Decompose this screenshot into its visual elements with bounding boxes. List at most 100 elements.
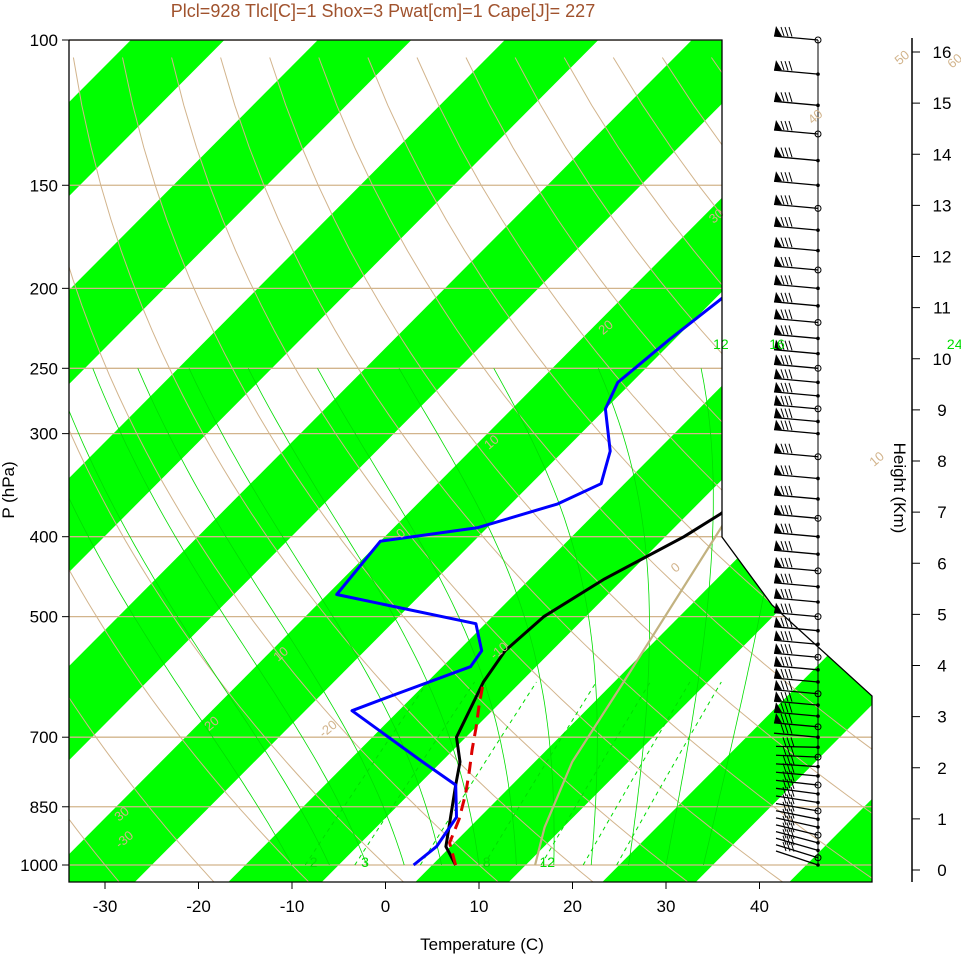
isotherm-band bbox=[69, 40, 786, 761]
pressure-tick-label: 400 bbox=[30, 528, 58, 547]
wind-calm-marker bbox=[814, 567, 822, 575]
wind-flag bbox=[774, 679, 782, 690]
wind-feather bbox=[784, 713, 789, 724]
wind-calm-marker bbox=[814, 613, 822, 621]
wind-flag bbox=[774, 324, 782, 335]
wind-feather bbox=[784, 92, 789, 102]
wind-feather bbox=[780, 420, 785, 430]
wind-flag bbox=[774, 368, 782, 379]
isotherm-band bbox=[228, 234, 872, 882]
wind-feather bbox=[786, 779, 791, 789]
wind-calm-marker bbox=[814, 453, 822, 461]
wind-calm-marker bbox=[814, 204, 822, 212]
wind-feather bbox=[782, 763, 787, 773]
isotherm-label: 60 bbox=[944, 50, 961, 71]
isotherm-band bbox=[69, 40, 599, 573]
wind-flag bbox=[774, 556, 782, 567]
wind-flag bbox=[774, 419, 782, 430]
wind-calm-marker bbox=[814, 690, 822, 698]
wind-feather bbox=[782, 841, 787, 852]
wind-feather bbox=[788, 395, 793, 406]
wind-feather bbox=[788, 172, 793, 183]
wind-flag bbox=[774, 464, 782, 475]
wind-feather bbox=[780, 465, 785, 475]
wind-dot bbox=[816, 714, 820, 718]
wind-feather bbox=[784, 443, 789, 454]
wind-feather bbox=[784, 325, 789, 335]
wind-barb bbox=[775, 831, 819, 844]
wind-feather bbox=[786, 794, 791, 804]
moist-adiabat bbox=[493, 368, 598, 866]
wind-flag bbox=[774, 274, 782, 285]
wind-feather bbox=[784, 573, 789, 584]
wind-feather bbox=[784, 382, 789, 393]
wind-barb bbox=[773, 677, 819, 683]
wind-feather bbox=[788, 275, 793, 286]
wind-feather bbox=[782, 808, 787, 819]
wind-dot bbox=[816, 668, 820, 672]
wind-feather bbox=[780, 617, 785, 627]
wind-calm-marker bbox=[814, 266, 822, 274]
y-axis-title: P (hPa) bbox=[0, 461, 18, 518]
wind-feather bbox=[786, 829, 791, 839]
wind-calm-marker bbox=[814, 514, 822, 522]
dry-adiabat bbox=[69, 696, 215, 882]
wind-dot bbox=[816, 792, 820, 796]
parcel-line bbox=[448, 681, 485, 866]
wind-feather bbox=[780, 443, 785, 453]
wind-feather bbox=[788, 237, 793, 248]
wind-flag bbox=[774, 26, 782, 36]
height-tick-label: 8 bbox=[937, 452, 946, 471]
wind-feather bbox=[784, 195, 789, 205]
wind-barb bbox=[775, 787, 819, 795]
dry-adiabat bbox=[171, 57, 784, 882]
wind-barb bbox=[773, 700, 819, 706]
temperature-tick-label: -10 bbox=[280, 897, 305, 916]
wind-barb bbox=[773, 100, 819, 106]
wind-feather bbox=[780, 541, 785, 551]
height-tick-label: 14 bbox=[933, 145, 952, 164]
wind-calm-marker bbox=[814, 753, 822, 761]
wind-barb bbox=[773, 626, 819, 632]
wind-barb bbox=[775, 810, 819, 820]
wind-feather bbox=[788, 523, 793, 534]
wind-feather bbox=[780, 382, 785, 393]
wind-flag bbox=[774, 120, 782, 131]
isotherm-band bbox=[69, 40, 225, 197]
isotherm-bands bbox=[69, 40, 872, 882]
pressure-tick-label: 700 bbox=[30, 728, 58, 747]
wind-feather bbox=[788, 691, 793, 702]
wind-feather bbox=[780, 92, 785, 102]
wind-barb bbox=[775, 850, 819, 866]
height-tick-label: 12 bbox=[933, 248, 952, 267]
wind-flag bbox=[774, 602, 782, 613]
wind-feather bbox=[780, 369, 785, 379]
wind-barb bbox=[773, 582, 819, 588]
wind-dot bbox=[816, 286, 820, 291]
wind-feather bbox=[788, 382, 793, 393]
mixing-ratio-label: 12 bbox=[713, 336, 729, 352]
height-tick-label: 16 bbox=[933, 43, 952, 62]
wind-feather bbox=[786, 815, 791, 826]
moist-adiabat bbox=[188, 368, 442, 866]
wind-barb bbox=[775, 817, 819, 828]
wind-feather bbox=[784, 485, 789, 496]
wind-feather bbox=[784, 420, 789, 431]
dry-adiabat bbox=[220, 57, 872, 879]
wind-feather bbox=[782, 771, 787, 781]
wind-feather bbox=[784, 395, 789, 406]
wind-feather bbox=[784, 702, 789, 713]
wind-feather bbox=[788, 573, 793, 584]
wind-dot bbox=[816, 248, 820, 253]
wind-feather bbox=[786, 808, 791, 819]
wind-flag bbox=[774, 588, 782, 599]
wind-feather bbox=[784, 523, 789, 534]
wind-dot bbox=[816, 841, 820, 845]
dry-adiabat bbox=[72, 57, 594, 882]
wind-feather bbox=[784, 465, 789, 475]
wind-feather bbox=[784, 691, 789, 702]
mixing-ratio-line bbox=[582, 681, 691, 866]
wind-feather bbox=[788, 292, 793, 303]
wind-feather bbox=[782, 815, 787, 826]
wind-feather bbox=[788, 465, 793, 476]
